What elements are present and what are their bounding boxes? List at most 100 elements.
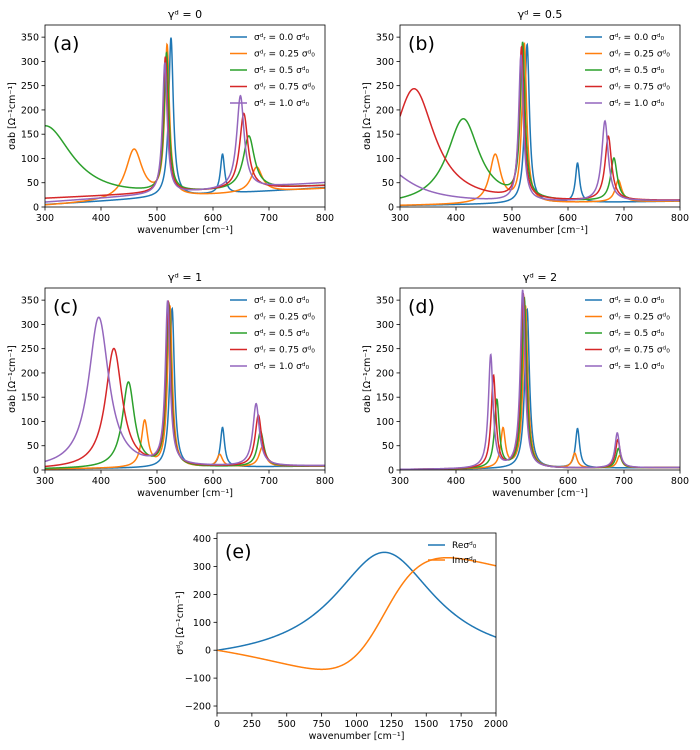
y-tick-label: 300 [376, 320, 394, 331]
x-tick-label: 600 [559, 476, 577, 487]
x-tick-label: 500 [148, 213, 166, 224]
legend-entry: σᵈᵣ = 0.25 σᵈ₀ [609, 50, 670, 60]
legend-entry: σᵈᵣ = 0.25 σᵈ₀ [609, 313, 670, 323]
series-line-0 [45, 37, 325, 206]
y-tick-label: 100 [21, 154, 39, 165]
series-line-1 [45, 42, 325, 206]
y-tick-label: 100 [376, 417, 394, 428]
panel-label: (d) [408, 296, 435, 318]
y-tick-label: 0 [205, 646, 211, 657]
y-axis-label: σᵈ₀ [Ω⁻¹cm⁻¹] [175, 591, 186, 655]
panel-title: γᵈ = 0 [168, 8, 202, 21]
x-tick-label: 1250 [379, 719, 403, 730]
x-tick-label: 700 [615, 476, 633, 487]
y-axis-label: σab [Ω⁻¹cm⁻¹] [7, 345, 18, 413]
y-axis-label: σab [Ω⁻¹cm⁻¹] [7, 82, 18, 150]
y-tick-label: 100 [376, 154, 394, 165]
y-tick-label: 100 [193, 618, 211, 629]
series-line-4 [400, 54, 680, 202]
legend: σᵈᵣ = 0.0 σᵈ₀ σᵈᵣ = 0.25 σᵈ₀ σᵈᵣ = 0.5 σᵈ₀… [585, 296, 670, 372]
y-tick-label: 400 [193, 534, 211, 545]
y-tick-label: 300 [21, 57, 39, 68]
y-tick-label: 150 [376, 130, 394, 141]
x-tick-label: 700 [260, 476, 278, 487]
chart-panel-2: 300 400 500 600 700 800 0 50 100 150 200 250 300 350 w… [7, 271, 334, 499]
x-tick-label: 1000 [344, 719, 368, 730]
plot-frame [399, 24, 681, 208]
x-axis-label: wavenumber [cm⁻¹] [309, 731, 405, 742]
panel-title: γᵈ = 0.5 [518, 8, 563, 21]
x-tick-label: 400 [92, 213, 110, 224]
y-tick-label: 100 [21, 417, 39, 428]
x-tick-label: 300 [391, 213, 409, 224]
legend-entry: σᵈᵣ = 1.0 σᵈ₀ [609, 362, 664, 372]
x-axis-label: wavenumber [cm⁻¹] [137, 225, 233, 236]
x-tick-label: 2000 [484, 719, 508, 730]
series-line-3 [45, 56, 325, 199]
series-line-4 [45, 62, 325, 203]
x-tick-label: 500 [278, 719, 296, 730]
y-tick-label: 250 [21, 344, 39, 355]
series-line-4 [400, 289, 680, 470]
y-tick-label: 250 [21, 81, 39, 92]
y-tick-label: 50 [382, 441, 394, 452]
panel-label: (a) [53, 33, 79, 55]
y-tick-label: 0 [33, 203, 39, 214]
y-tick-label: 150 [21, 393, 39, 404]
chart-panel-1: 300 400 500 600 700 800 0 50 100 150 200 250 300 350 w… [362, 8, 689, 236]
y-tick-label: 350 [21, 296, 39, 307]
legend-entry: Imσᵈ₀ [452, 556, 477, 566]
x-tick-label: 800 [316, 213, 334, 224]
x-tick-label: 800 [671, 213, 689, 224]
y-tick-label: 50 [27, 178, 39, 189]
legend-entry: Reσᵈ₀ [452, 541, 477, 551]
legend: Reσᵈ₀ Imσᵈ₀ [428, 541, 477, 566]
y-tick-label: 150 [376, 393, 394, 404]
series-line-2 [400, 296, 680, 470]
y-tick-label: 300 [193, 562, 211, 573]
legend: σᵈᵣ = 0.0 σᵈ₀ σᵈᵣ = 0.25 σᵈ₀ σᵈᵣ = 0.5 σᵈ₀… [230, 33, 315, 109]
panel-label: (b) [408, 33, 435, 55]
y-tick-label: 50 [382, 178, 394, 189]
legend-entry: σᵈᵣ = 0.5 σᵈ₀ [609, 329, 664, 339]
y-tick-label: 200 [21, 105, 39, 116]
x-tick-label: 600 [559, 213, 577, 224]
x-tick-label: 600 [204, 213, 222, 224]
x-tick-label: 250 [243, 719, 261, 730]
legend-entry: σᵈᵣ = 0.0 σᵈ₀ [254, 296, 309, 306]
y-tick-label: 200 [21, 368, 39, 379]
legend-entry: σᵈᵣ = 0.75 σᵈ₀ [254, 346, 315, 356]
y-axis-label: σab [Ω⁻¹cm⁻¹] [362, 82, 373, 150]
legend: σᵈᵣ = 0.0 σᵈ₀ σᵈᵣ = 0.25 σᵈ₀ σᵈᵣ = 0.5 σᵈ₀… [585, 33, 670, 109]
x-tick-label: 300 [391, 476, 409, 487]
y-tick-label: −200 [185, 702, 211, 713]
y-tick-label: 0 [388, 466, 394, 477]
legend-entry: σᵈᵣ = 1.0 σᵈ₀ [254, 362, 309, 372]
y-tick-label: 200 [193, 590, 211, 601]
legend-entry: σᵈᵣ = 0.0 σᵈ₀ [609, 296, 664, 306]
x-tick-label: 600 [204, 476, 222, 487]
x-tick-label: 1750 [449, 719, 473, 730]
y-tick-label: 300 [21, 320, 39, 331]
x-tick-label: 750 [313, 719, 331, 730]
plot-frame [44, 287, 326, 471]
chart-panel-0: 300 400 500 600 700 800 0 50 100 150 200 250 300 350 w… [7, 8, 334, 236]
x-axis-label: wavenumber [cm⁻¹] [492, 225, 588, 236]
x-tick-label: 400 [92, 476, 110, 487]
y-axis-label: σab [Ω⁻¹cm⁻¹] [362, 345, 373, 413]
x-tick-label: 700 [260, 213, 278, 224]
legend-entry: σᵈᵣ = 1.0 σᵈ₀ [254, 99, 309, 109]
series-line-0 [217, 551, 496, 651]
legend-entry: σᵈᵣ = 0.5 σᵈ₀ [609, 66, 664, 76]
y-tick-label: 300 [376, 57, 394, 68]
legend-entry: σᵈᵣ = 0.0 σᵈ₀ [609, 33, 664, 43]
y-tick-label: 350 [21, 33, 39, 44]
x-tick-label: 400 [447, 476, 465, 487]
series-line-3 [45, 300, 325, 468]
legend-entry: σᵈᵣ = 0.25 σᵈ₀ [254, 50, 315, 60]
x-tick-label: 1500 [414, 719, 438, 730]
legend: σᵈᵣ = 0.0 σᵈ₀ σᵈᵣ = 0.25 σᵈ₀ σᵈᵣ = 0.5 σᵈ₀… [230, 296, 315, 372]
plot-frame [399, 287, 681, 471]
y-tick-label: −100 [185, 674, 211, 685]
